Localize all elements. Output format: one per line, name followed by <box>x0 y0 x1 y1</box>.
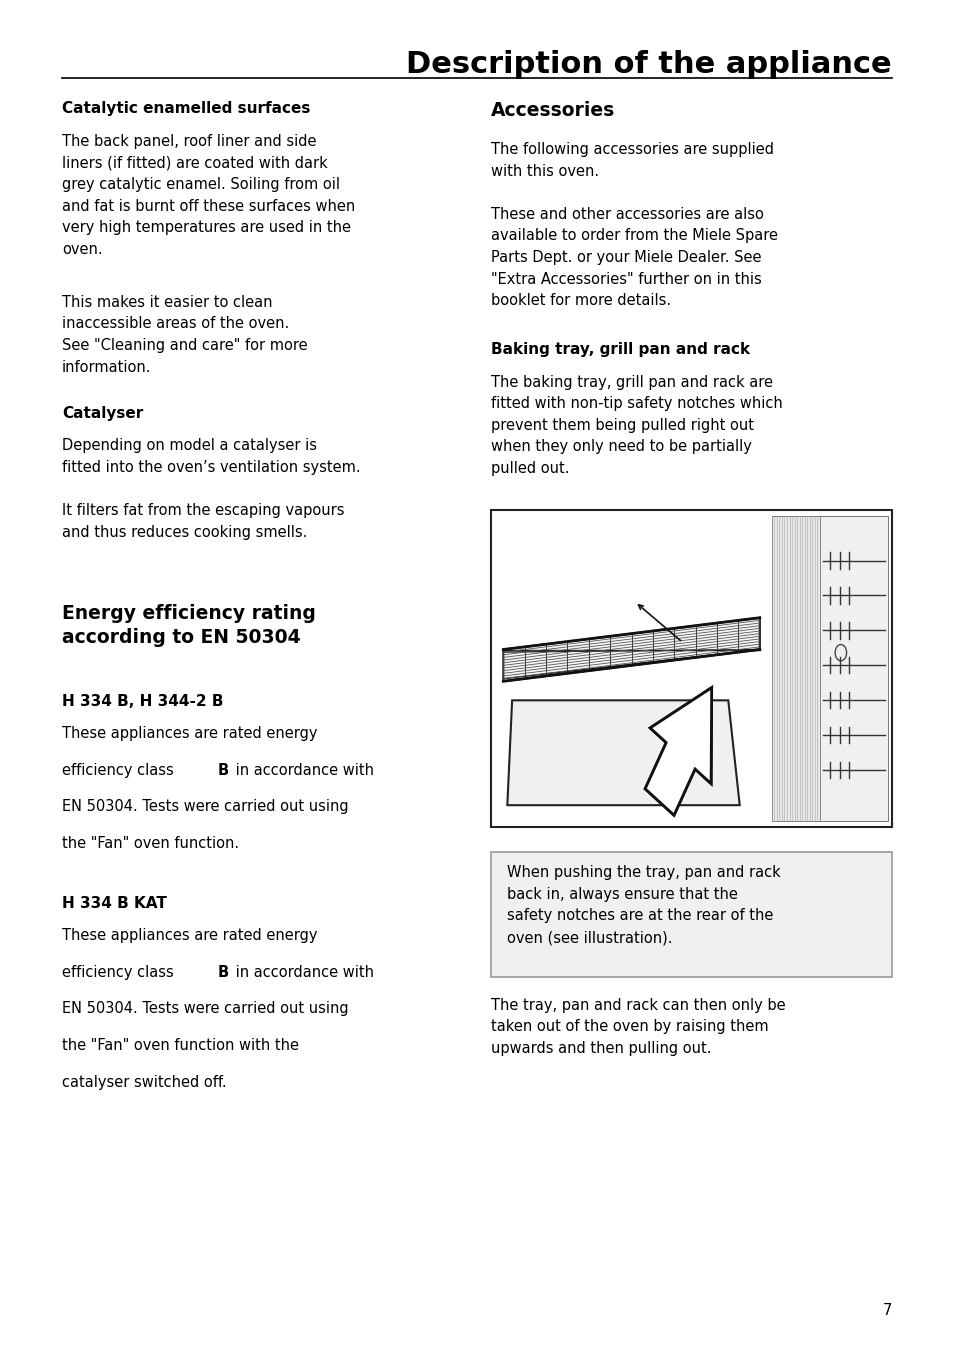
Text: efficiency class: efficiency class <box>62 763 178 777</box>
FancyBboxPatch shape <box>771 516 819 821</box>
Polygon shape <box>507 700 739 806</box>
FancyBboxPatch shape <box>819 516 887 821</box>
Text: EN 50304. Tests were carried out using: EN 50304. Tests were carried out using <box>62 1002 348 1017</box>
Text: It filters fat from the escaping vapours
and thus reduces cooking smells.: It filters fat from the escaping vapours… <box>62 503 344 539</box>
Text: These and other accessories are also
available to order from the Miele Spare
Par: These and other accessories are also ava… <box>491 207 778 308</box>
Text: H 334 B KAT: H 334 B KAT <box>62 895 167 910</box>
FancyBboxPatch shape <box>491 510 891 827</box>
Text: The baking tray, grill pan and rack are
fitted with non-tip safety notches which: The baking tray, grill pan and rack are … <box>491 375 782 476</box>
Text: EN 50304. Tests were carried out using: EN 50304. Tests were carried out using <box>62 799 348 814</box>
Text: efficiency class: efficiency class <box>62 965 178 980</box>
Text: Catalytic enamelled surfaces: Catalytic enamelled surfaces <box>62 101 310 116</box>
Text: B: B <box>217 965 229 980</box>
Text: catalyser switched off.: catalyser switched off. <box>62 1075 227 1090</box>
Polygon shape <box>503 618 759 681</box>
Text: This makes it easier to clean
inaccessible areas of the oven.
See "Cleaning and : This makes it easier to clean inaccessib… <box>62 295 307 375</box>
Text: These appliances are rated energy: These appliances are rated energy <box>62 927 317 942</box>
Text: These appliances are rated energy: These appliances are rated energy <box>62 726 317 741</box>
Text: Catalyser: Catalyser <box>62 406 143 420</box>
Text: in accordance with: in accordance with <box>231 965 374 980</box>
Text: Depending on model a catalyser is
fitted into the oven’s ventilation system.: Depending on model a catalyser is fitted… <box>62 438 360 475</box>
Text: the "Fan" oven function.: the "Fan" oven function. <box>62 836 239 850</box>
Text: in accordance with: in accordance with <box>231 763 374 777</box>
Text: Baking tray, grill pan and rack: Baking tray, grill pan and rack <box>491 342 750 357</box>
Text: The back panel, roof liner and side
liners (if fitted) are coated with dark
grey: The back panel, roof liner and side line… <box>62 134 355 257</box>
Text: Accessories: Accessories <box>491 101 615 120</box>
FancyBboxPatch shape <box>491 852 891 977</box>
Text: B: B <box>217 763 229 777</box>
Text: Description of the appliance: Description of the appliance <box>406 50 891 78</box>
Text: Energy efficiency rating
according to EN 50304: Energy efficiency rating according to EN… <box>62 604 315 646</box>
Text: the "Fan" oven function with the: the "Fan" oven function with the <box>62 1038 298 1053</box>
Text: 7: 7 <box>882 1303 891 1318</box>
Text: The tray, pan and rack can then only be
taken out of the oven by raising them
up: The tray, pan and rack can then only be … <box>491 998 785 1056</box>
Text: When pushing the tray, pan and rack
back in, always ensure that the
safety notch: When pushing the tray, pan and rack back… <box>506 865 780 945</box>
Text: The following accessories are supplied
with this oven.: The following accessories are supplied w… <box>491 142 774 178</box>
Text: H 334 B, H 344-2 B: H 334 B, H 344-2 B <box>62 694 223 708</box>
Polygon shape <box>644 688 711 815</box>
